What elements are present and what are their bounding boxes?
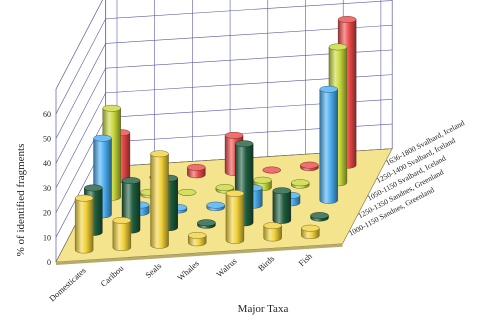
chart-walls: [55, 0, 393, 263]
bar-top: [93, 134, 112, 142]
bar-top: [337, 16, 357, 23]
gridline: [55, 24, 393, 139]
bar-top: [319, 85, 338, 93]
bar: [272, 187, 292, 224]
y-tick-label: 20: [43, 209, 51, 218]
bar-top: [300, 161, 319, 169]
category-label: Fish: [296, 250, 314, 268]
bar: [177, 188, 197, 196]
x-axis-title: Major Taxa: [238, 303, 289, 315]
bar: [150, 150, 169, 249]
category-label: Whales: [175, 258, 201, 282]
bar: [197, 219, 216, 229]
bar-top: [262, 166, 281, 174]
bar-body: [74, 197, 94, 254]
y-tick-label: 10: [43, 233, 51, 242]
category-label: Caribou: [98, 262, 126, 288]
bar-top: [84, 184, 103, 192]
bar-top: [206, 201, 225, 209]
bar-body: [263, 225, 282, 242]
bar-top: [291, 179, 310, 187]
bar: [319, 85, 338, 204]
bar: [225, 190, 245, 244]
bar: [263, 222, 282, 242]
floor-edge: [56, 243, 343, 265]
category-label: Seals: [143, 261, 163, 280]
bar: [188, 231, 207, 247]
bar-top: [253, 176, 272, 184]
gridline: [55, 0, 393, 114]
bar-body: [225, 193, 245, 244]
category-label: Walrus: [214, 256, 238, 279]
bar-top: [177, 188, 197, 196]
bar-top: [234, 140, 254, 148]
y-axis-title: % of identified fragments: [15, 144, 27, 257]
bar-top: [328, 43, 348, 51]
bar-top: [150, 150, 169, 158]
category-label: Domesticates: [47, 265, 88, 303]
bar-top: [74, 194, 94, 202]
y-tick-labels: 0 10 20 30 40 50 60: [43, 110, 51, 267]
bar: [74, 194, 94, 254]
y-tick-label: 60: [43, 110, 51, 119]
bar: [262, 166, 281, 174]
bar: [300, 161, 319, 171]
bar: [310, 212, 329, 222]
bar-top: [197, 219, 216, 227]
bar-body: [272, 190, 292, 224]
bar-body: [319, 89, 338, 204]
bar-body: [112, 220, 132, 251]
bar-top: [224, 131, 244, 139]
bar-top: [102, 104, 121, 112]
gridline: [55, 49, 393, 164]
bar: [291, 179, 310, 189]
bar: [112, 217, 132, 251]
bar-top: [272, 187, 292, 195]
category-label: Birds: [256, 253, 276, 273]
bar: [301, 224, 320, 239]
bar-top: [188, 231, 207, 239]
y-tick-label: 0: [47, 258, 51, 267]
bar-top: [187, 163, 206, 171]
y-tick-label: 30: [43, 184, 51, 193]
bar-top: [310, 212, 329, 219]
chart-bars: [74, 16, 357, 254]
bar-top: [225, 190, 245, 197]
bar-top: [301, 224, 320, 232]
bar: [187, 163, 206, 179]
bar-top: [263, 222, 282, 230]
gridline: [55, 74, 393, 189]
bar-top: [215, 184, 235, 191]
y-tick-label: 50: [43, 135, 51, 144]
bar: [206, 201, 225, 211]
bar-body: [150, 153, 169, 249]
bar-top: [112, 217, 132, 224]
y-tick-label: 40: [43, 159, 51, 168]
bar-top: [121, 177, 141, 185]
